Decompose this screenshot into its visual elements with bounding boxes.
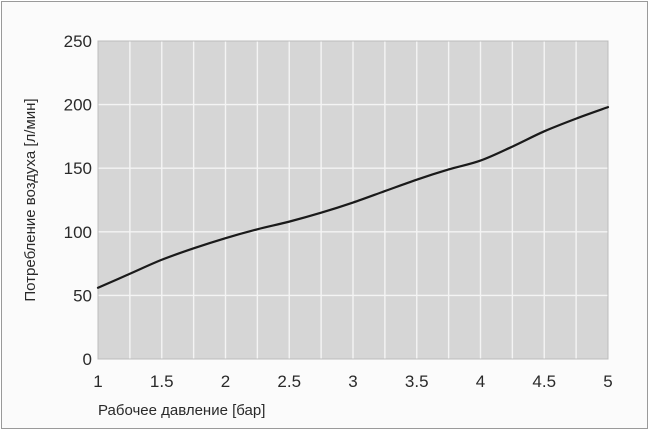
y-tick-label: 150 [64,159,92,178]
y-tick-label: 100 [64,223,92,242]
y-tick-label: 0 [83,350,92,369]
y-tick-label: 200 [64,96,92,115]
x-tick-label: 5 [603,372,612,391]
plot-border [97,40,609,360]
x-tick-label: 3 [348,372,357,391]
x-tick-label: 4.5 [532,372,556,391]
x-tick-label: 4 [476,372,485,391]
x-tick-label: 1.5 [150,372,174,391]
x-tick-labels: 1 1.5 2 2.5 3 3.5 4 4.5 5 [93,372,612,391]
x-tick-label: 2 [221,372,230,391]
x-tick-label: 2.5 [277,372,301,391]
series-line [96,106,610,289]
y-tick-label: 250 [64,32,92,51]
y-tick-labels: 0 50 100 150 200 250 [64,32,92,369]
x-axis-title: Рабочее давление [бар] [98,402,265,419]
x-tick-label: 1 [93,372,102,391]
y-tick-label: 50 [73,286,92,305]
grid-lines [97,40,609,360]
y-axis-title: Потребление воздуха [л/мин] [22,98,39,301]
x-tick-label: 3.5 [405,372,429,391]
